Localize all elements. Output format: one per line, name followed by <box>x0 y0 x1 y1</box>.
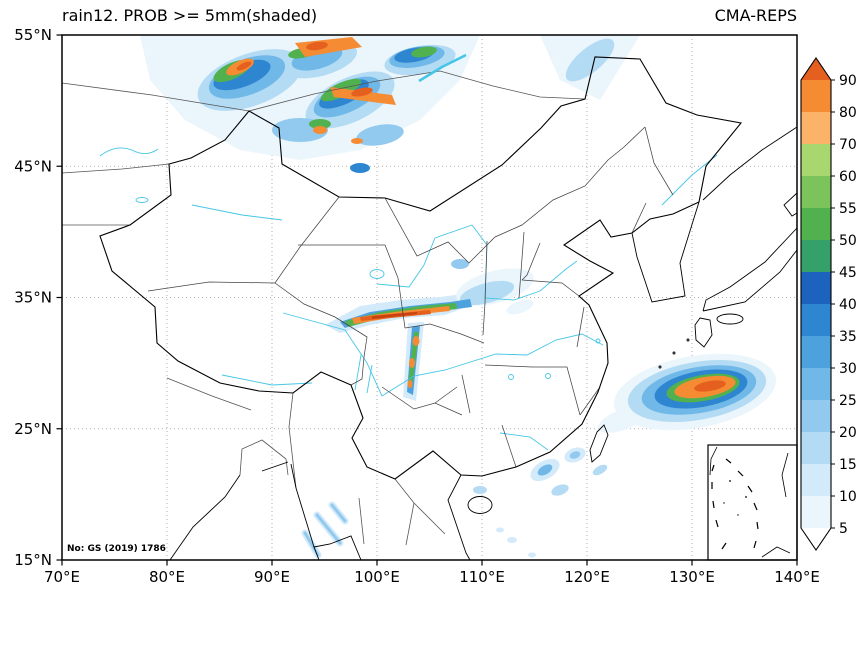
lon-tick-label: 130°E <box>669 568 715 586</box>
colorbar-segment <box>801 496 831 528</box>
gridlines <box>62 35 797 560</box>
lat-tick-label: 25°N <box>14 420 52 438</box>
colorbar: 5 10 15 20 25 30 35 40 45 50 55 60 70 80 90 <box>800 57 857 551</box>
lon-tick-label: 120°E <box>564 568 610 586</box>
colorbar-tick-label: 5 <box>839 521 848 537</box>
country-borders <box>61 70 586 546</box>
plot-title: rain12. PROB >= 5mm(shaded) <box>62 6 318 25</box>
lon-tick-label: 80°E <box>149 568 185 586</box>
colorbar-tick-label: 25 <box>839 393 857 409</box>
colorbar-segment <box>801 144 831 176</box>
rivers-lakes <box>99 53 718 451</box>
colorbar-segment <box>801 208 831 240</box>
colorbar-tick-label: 70 <box>839 137 857 153</box>
colorbar-segment <box>801 80 831 112</box>
colorbar-tick-label: 80 <box>839 105 857 121</box>
colorbar-segment <box>801 400 831 432</box>
colorbar-tick-label: 55 <box>839 201 857 217</box>
valid-times: 2025111409(UTC) 2025111417(CST) <box>651 590 797 647</box>
lon-tick-label: 140°E <box>774 568 820 586</box>
colorbar-tick-label: 50 <box>839 233 857 249</box>
license-note: No: GS (2019) 1786 <box>67 544 166 554</box>
colorbar-tick-label: 35 <box>839 329 857 345</box>
valid-time-utc: 2025111409(UTC) <box>651 642 797 647</box>
colorbar-segment <box>801 368 831 400</box>
init-times: 2025111118 + 063h 2025111202 + 063h <box>64 590 230 647</box>
precipitation-shading <box>140 35 776 559</box>
lon-tick-label: 70°E <box>44 568 80 586</box>
colorbar-tick-label: 15 <box>839 457 857 473</box>
colorbar-tick-label: 45 <box>839 265 857 281</box>
model-name: CMA-REPS <box>714 6 797 25</box>
colorbar-tick-label: 20 <box>839 425 857 441</box>
lon-tick-label: 110°E <box>459 568 505 586</box>
lat-tick-label: 15°N <box>14 551 52 569</box>
south-china-sea-inset <box>707 444 798 561</box>
colorbar-segment <box>801 432 831 464</box>
colorbar-segment <box>801 304 831 336</box>
province-borders <box>147 126 674 468</box>
init-time-line1: 2025111118 + 063h <box>64 642 230 647</box>
colorbar-segment <box>801 464 831 496</box>
colorbar-segment <box>801 272 831 304</box>
colorbar-tick-label: 30 <box>839 361 857 377</box>
china-outline <box>99 56 743 480</box>
lat-tick-label: 35°N <box>14 289 52 307</box>
axes: 70°E 80°E 90°E 100°E 110°E 120°E 130°E 140°E 15°… <box>14 26 820 586</box>
colorbar-tick-label: 10 <box>839 489 857 505</box>
colorbar-segment <box>801 112 831 144</box>
colorbar-tick-label: 40 <box>839 297 857 313</box>
colorbar-tick-label: 60 <box>839 169 857 185</box>
lat-tick-label: 45°N <box>14 157 52 175</box>
coastlines <box>169 126 798 561</box>
lat-tick-label: 55°N <box>14 26 52 44</box>
colorbar-segment <box>801 176 831 208</box>
colorbar-segment <box>801 240 831 272</box>
colorbar-tick-label: 90 <box>839 73 857 89</box>
lon-tick-label: 100°E <box>354 568 400 586</box>
colorbar-segment <box>801 336 831 368</box>
lon-tick-label: 90°E <box>254 568 290 586</box>
